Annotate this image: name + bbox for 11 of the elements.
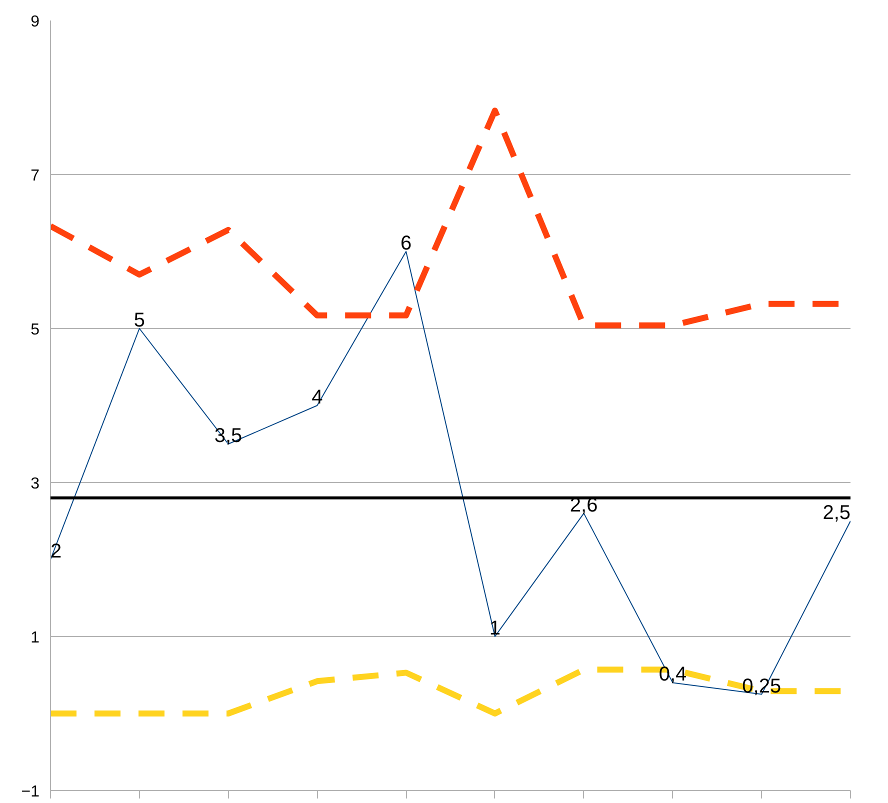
data-label: 6 (400, 232, 412, 254)
y-tick-label: −1 (21, 784, 40, 800)
y-tick-label: 7 (30, 168, 40, 184)
y-tick-label: 3 (30, 476, 40, 492)
data-label: 2,5 (822, 502, 851, 524)
data-label: 5 (134, 310, 145, 332)
y-tick-label: 1 (30, 630, 40, 646)
y-tick-label: 5 (30, 322, 40, 338)
line-series (50, 251, 850, 695)
data-label: 4 (312, 386, 323, 408)
y-tick-label: 9 (30, 14, 40, 30)
